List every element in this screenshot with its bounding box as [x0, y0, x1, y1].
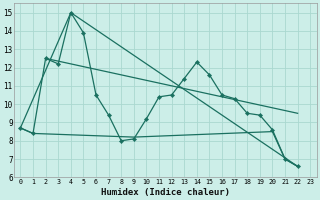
- X-axis label: Humidex (Indice chaleur): Humidex (Indice chaleur): [101, 188, 230, 197]
